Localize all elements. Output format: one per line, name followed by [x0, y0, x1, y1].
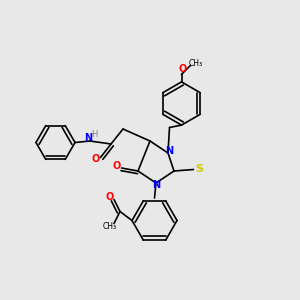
Text: N: N [165, 146, 174, 157]
Text: O: O [105, 191, 114, 202]
Text: S: S [195, 164, 203, 174]
Text: O: O [92, 154, 100, 164]
Text: O: O [179, 64, 187, 74]
Text: H: H [91, 130, 98, 139]
Text: O: O [113, 160, 121, 171]
Text: N: N [84, 133, 93, 143]
Text: N: N [152, 180, 160, 190]
Text: CH₃: CH₃ [102, 222, 117, 231]
Text: CH₃: CH₃ [189, 59, 203, 68]
